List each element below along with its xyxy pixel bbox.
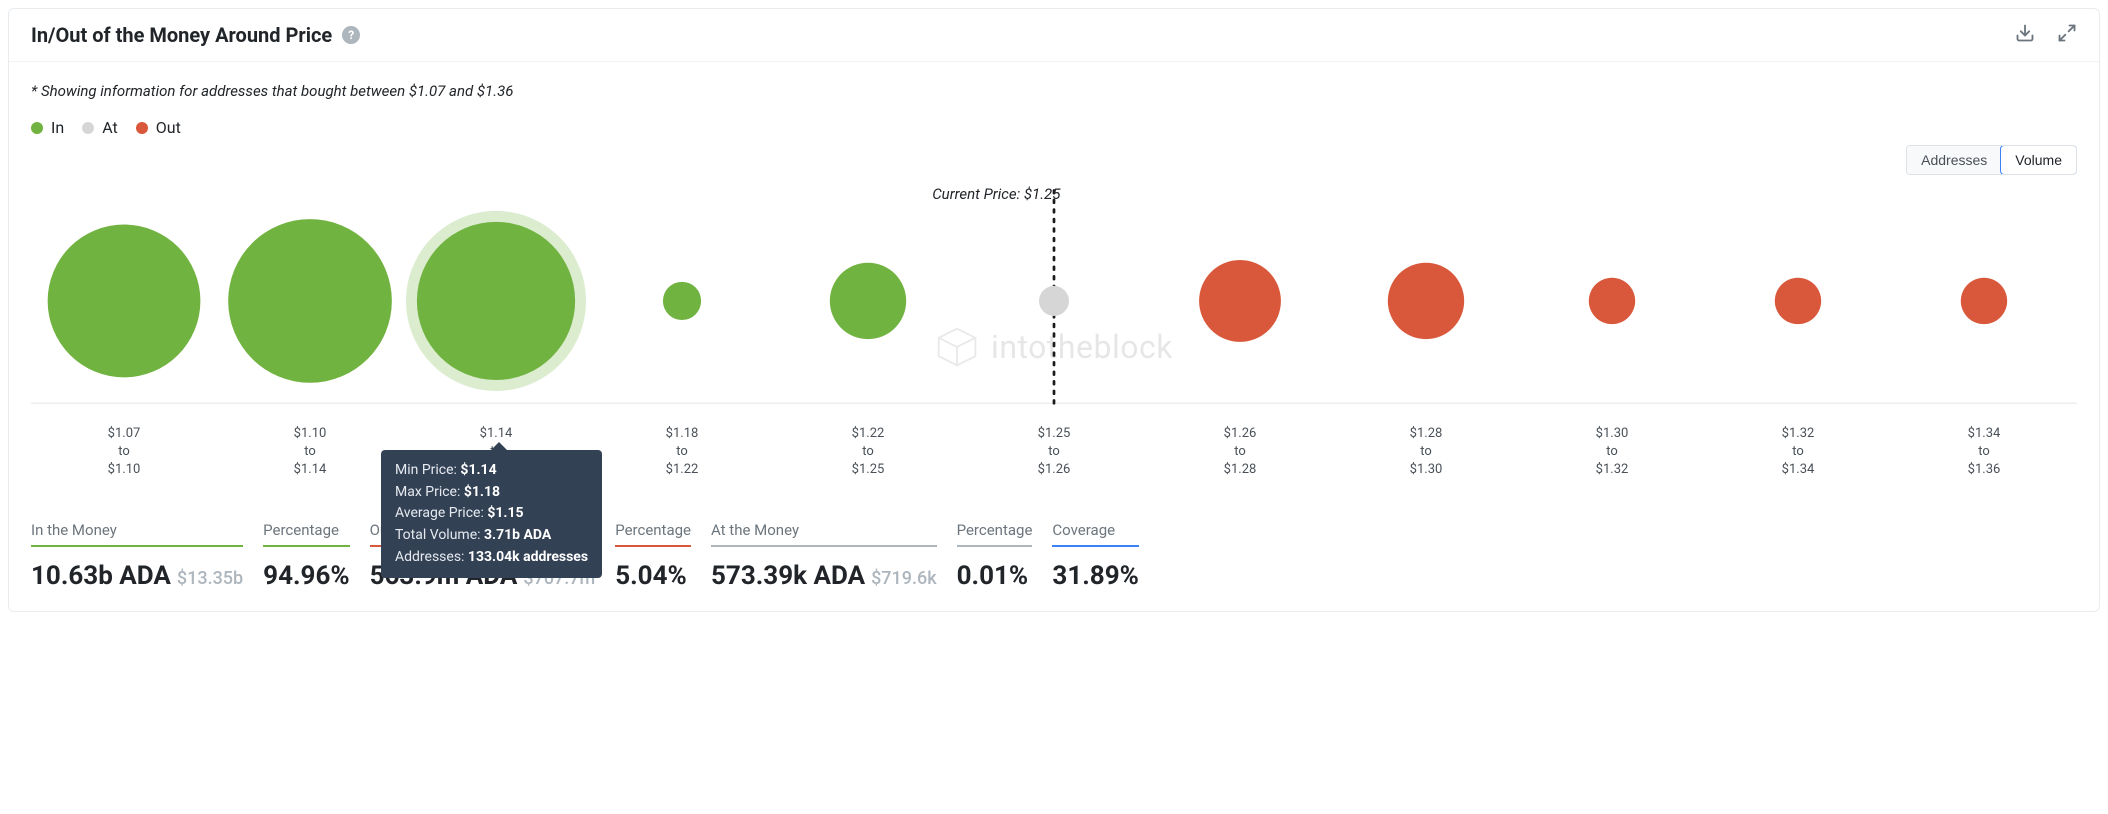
expand-icon[interactable] [2057, 23, 2077, 47]
bubble[interactable] [228, 219, 392, 383]
x-label: $1.26to$1.28 [1147, 425, 1333, 480]
stat-subvalue: $13.35b [177, 568, 243, 589]
card-header: In/Out of the Money Around Price ? [9, 9, 2099, 62]
bubble[interactable] [1775, 278, 1821, 324]
bubble[interactable] [663, 282, 701, 320]
stat-block: Percentage 5.04% [615, 521, 691, 591]
tooltip-value: 3.71b ADA [484, 527, 551, 543]
x-label: $1.22to$1.25 [775, 425, 961, 480]
bubble-chart: intotheblock Current Price: $1.25Min Pri… [31, 185, 2077, 479]
x-axis-labels: $1.07to$1.10$1.10to$1.14$1.14to$1.18$1.1… [31, 425, 2077, 480]
bubble[interactable] [48, 225, 201, 378]
current-price-label: Current Price: $1.25 [932, 185, 1060, 203]
stat-label: Percentage [263, 521, 349, 547]
bubble[interactable] [1199, 260, 1281, 342]
tooltip-label: Min Price: [395, 462, 460, 478]
legend-dot [82, 122, 94, 134]
toggle-wrap: AddressesVolume [31, 145, 2077, 175]
bubble[interactable] [830, 263, 906, 339]
info-note: * Showing information for addresses that… [31, 82, 2077, 100]
tooltip-value: $1.15 [487, 505, 523, 521]
page-title: In/Out of the Money Around Price [31, 23, 332, 47]
stat-value: 31.89% [1052, 561, 1138, 591]
legend-item[interactable]: In [31, 118, 64, 137]
tooltip-label: Total Volume: [395, 527, 484, 543]
stat-block: Percentage 0.01% [957, 521, 1033, 591]
x-label: $1.10to$1.14 [217, 425, 403, 480]
tooltip-label: Addresses: [395, 549, 468, 565]
x-label: $1.32to$1.34 [1705, 425, 1891, 480]
stat-block: At the Money 573.39k ADA$719.6k [711, 521, 937, 591]
bubble[interactable] [1589, 278, 1635, 324]
legend-item[interactable]: At [82, 118, 118, 137]
bubble[interactable] [417, 222, 575, 380]
stat-block: Percentage 94.96% [263, 521, 349, 591]
stat-value: 5.04% [615, 561, 691, 591]
tooltip-value: $1.14 [460, 462, 496, 478]
stat-label: At the Money [711, 521, 937, 547]
stat-label: In the Money [31, 521, 243, 547]
tooltip-value: 133.04k addresses [468, 549, 588, 565]
x-label: $1.34to$1.36 [1891, 425, 2077, 480]
card-body: * Showing information for addresses that… [9, 62, 2099, 611]
stat-value: 10.63b ADA$13.35b [31, 561, 243, 591]
legend-dot [136, 122, 148, 134]
stat-subvalue: $719.6k [871, 568, 937, 589]
stat-label: Percentage [615, 521, 691, 547]
tooltip-label: Max Price: [395, 484, 464, 500]
iomap-card: In/Out of the Money Around Price ? * Sho… [8, 8, 2100, 612]
stat-value: 94.96% [263, 561, 349, 591]
x-label: $1.07to$1.10 [31, 425, 217, 480]
tooltip-label: Average Price: [395, 505, 487, 521]
bubble[interactable] [1388, 263, 1464, 339]
download-icon[interactable] [2015, 23, 2035, 47]
header-actions [2015, 23, 2077, 47]
stat-block: In the Money 10.63b ADA$13.35b [31, 521, 243, 591]
legend-label: At [102, 118, 118, 137]
legend-label: Out [156, 118, 181, 137]
help-icon[interactable]: ? [342, 26, 360, 44]
chart-svg [31, 185, 2077, 417]
toggle-volume[interactable]: Volume [2000, 145, 2077, 175]
stat-block: Coverage 31.89% [1052, 521, 1138, 591]
stats-row: In the Money 10.63b ADA$13.35b Percentage 9… [31, 521, 2077, 591]
stat-value: 573.39k ADA$719.6k [711, 561, 937, 591]
legend-dot [31, 122, 43, 134]
legend-item[interactable]: Out [136, 118, 181, 137]
bubble[interactable] [1961, 278, 2007, 324]
title-wrap: In/Out of the Money Around Price ? [31, 23, 360, 47]
x-label: $1.25to$1.26 [961, 425, 1147, 480]
view-toggle: AddressesVolume [1906, 145, 2077, 175]
toggle-addresses[interactable]: Addresses [1907, 146, 2001, 174]
stat-value: 0.01% [957, 561, 1033, 591]
stat-label: Coverage [1052, 521, 1138, 547]
x-label: $1.30to$1.32 [1519, 425, 1705, 480]
chart-tooltip: Min Price: $1.14 Max Price: $1.18 Average … [381, 450, 602, 578]
tooltip-value: $1.18 [464, 484, 500, 500]
legend-label: In [51, 118, 64, 137]
legend: In At Out [31, 118, 2077, 137]
bubble[interactable] [1039, 286, 1069, 316]
x-label: $1.18to$1.22 [589, 425, 775, 480]
stat-label: Percentage [957, 521, 1033, 547]
x-label: $1.28to$1.30 [1333, 425, 1519, 480]
